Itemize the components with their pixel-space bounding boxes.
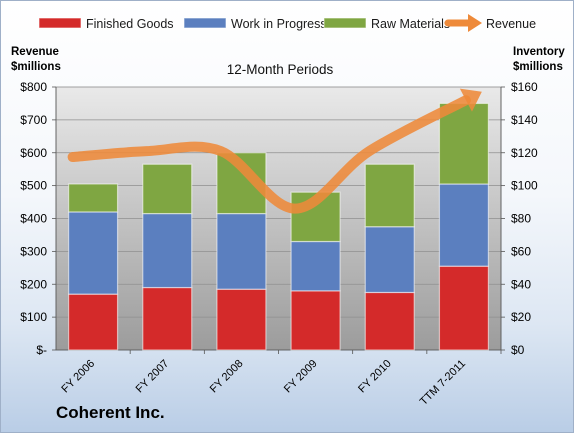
legend: Finished Goods Work in Progress Raw Materi… (38, 14, 536, 32)
legend-swatch-work-in-progress (183, 17, 227, 29)
legend-swatch-raw-materials (323, 17, 367, 29)
right-axis-tick-label: $40 (511, 277, 531, 291)
right-axis-tick-label: $60 (511, 244, 531, 258)
left-axis-tick-label: $- (36, 343, 47, 357)
plot-area: $- $0 $100 $20 $200 $40 $300 $60 $400 $80 $500 $100… (20, 80, 538, 408)
right-axis-tick-label: $100 (511, 179, 538, 193)
right-axis-tick-label: $0 (511, 343, 525, 357)
left-axis-tick-label: $700 (20, 113, 47, 127)
company-name: Coherent Inc. (56, 403, 165, 422)
legend-swatch-finished-goods (38, 17, 82, 29)
bar-finished-goods (216, 288, 267, 351)
right-axis-tick-label: $140 (511, 113, 538, 127)
bar-finished-goods (290, 290, 341, 351)
bar-raw-materials (438, 102, 489, 185)
bar-work-in-progress (216, 212, 267, 290)
bar-work-in-progress (68, 211, 119, 295)
bar-work-in-progress (364, 226, 415, 294)
left-axis-tick-label: $100 (20, 310, 47, 324)
bar-work-in-progress (290, 240, 341, 292)
revenue-line (67, 95, 471, 214)
bar-finished-goods (68, 293, 119, 351)
legend-arrow-revenue (468, 14, 482, 32)
legend-label-work-in-progress: Work in Progress (231, 17, 327, 31)
left-axis-tick-label: $800 (20, 80, 47, 94)
revenue-arrowhead (459, 88, 482, 112)
legend-label-revenue: Revenue (486, 17, 536, 31)
right-axis-title-line2: $millions (513, 61, 563, 73)
right-axis-tick-label: $120 (511, 146, 538, 160)
right-axis-tick-label: $20 (511, 310, 531, 324)
legend-label-finished-goods: Finished Goods (86, 17, 174, 31)
left-axis-title-line1: Revenue (11, 46, 59, 58)
x-axis-tick-label: FY 2008 (208, 358, 246, 396)
chart-title: 12-Month Periods (227, 62, 334, 77)
x-axis-tick-label: FY 2009 (282, 358, 320, 396)
left-axis-tick-label: $200 (20, 277, 47, 291)
left-axis-tick-label: $300 (20, 244, 47, 258)
bar-finished-goods (364, 291, 415, 351)
right-axis-tick-label: $160 (511, 80, 538, 94)
left-axis-tick-label: $400 (20, 212, 47, 226)
bar-raw-materials (142, 163, 193, 215)
x-axis-tick-label: FY 2010 (356, 358, 394, 396)
bar-work-in-progress (438, 183, 489, 267)
bar-finished-goods (142, 286, 193, 351)
legend-label-raw-materials: Raw Materials (371, 17, 450, 31)
bar-raw-materials (68, 183, 119, 213)
bar-work-in-progress (142, 212, 193, 289)
right-axis-title-line1: Inventory (513, 46, 565, 58)
x-axis-tick-label: FY 2007 (134, 358, 172, 396)
right-axis-tick-label: $80 (511, 212, 531, 226)
x-axis-tick-label: FY 2006 (59, 358, 97, 396)
bar-finished-goods (438, 265, 489, 351)
x-axis-tick-label: TTM 7-2011 (418, 358, 468, 408)
bar-raw-materials (364, 163, 415, 228)
left-axis-tick-label: $500 (20, 179, 47, 193)
left-axis-title-line2: $millions (11, 61, 61, 73)
left-axis-tick-label: $600 (20, 146, 47, 160)
